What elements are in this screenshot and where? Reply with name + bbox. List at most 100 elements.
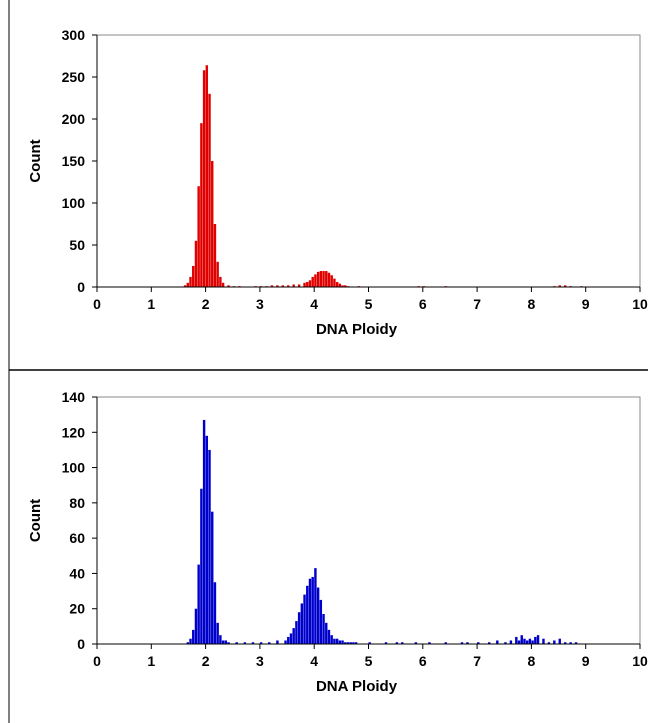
top-histogram-bar bbox=[327, 272, 331, 287]
bottom-histogram-bar bbox=[251, 642, 255, 644]
top-histogram-bar bbox=[281, 285, 285, 287]
top-x-tick-label: 4 bbox=[310, 296, 318, 312]
bottom-histogram-bar bbox=[295, 621, 298, 644]
bottom-histogram-bar bbox=[395, 642, 399, 644]
top-histogram-bar bbox=[219, 276, 222, 287]
bottom-histogram-bar bbox=[414, 642, 418, 644]
bottom-histogram-bar bbox=[325, 622, 328, 644]
top-histogram-bar bbox=[213, 224, 217, 287]
bottom-histogram-bar bbox=[330, 635, 333, 644]
bottom-histogram-bar bbox=[349, 642, 352, 644]
top-y-tick-label: 100 bbox=[62, 195, 86, 211]
top-histogram-bar bbox=[297, 284, 301, 287]
top-histogram-bar bbox=[319, 271, 323, 287]
top-histogram-bar bbox=[303, 282, 306, 287]
bottom-x-tick-label: 1 bbox=[147, 653, 155, 669]
top-histogram-bar bbox=[314, 274, 317, 287]
top-x-tick-label: 5 bbox=[365, 296, 373, 312]
top-histogram-bar bbox=[316, 271, 320, 287]
bottom-histogram-bar bbox=[327, 629, 331, 644]
bottom-x-tick-label: 4 bbox=[310, 653, 318, 669]
top-x-tick-label: 6 bbox=[419, 296, 427, 312]
top-histogram-bar bbox=[186, 282, 190, 287]
top-x-tick-label: 10 bbox=[632, 296, 648, 312]
bottom-histogram-bar bbox=[284, 640, 287, 644]
bottom-histogram-bar bbox=[563, 642, 567, 644]
top-y-tick-label: 200 bbox=[62, 111, 86, 127]
bottom-histogram-bar bbox=[352, 642, 355, 644]
bottom-histogram-bar bbox=[428, 642, 431, 644]
top-y-tick-label: 250 bbox=[62, 69, 86, 85]
bottom-histogram-bar bbox=[574, 642, 578, 644]
bottom-histogram-bar bbox=[536, 635, 540, 644]
bottom-histogram-bar bbox=[344, 642, 347, 644]
bottom-histogram-bar bbox=[316, 587, 320, 644]
bottom-histogram-bar bbox=[224, 640, 228, 644]
bottom-histogram-bar bbox=[517, 640, 521, 644]
bottom-x-tick-label: 0 bbox=[93, 653, 101, 669]
top-y-tick-label: 0 bbox=[77, 279, 85, 295]
top-histogram-bar bbox=[194, 240, 198, 287]
bottom-histogram-bar bbox=[401, 642, 404, 644]
top-x-tick-label: 2 bbox=[202, 296, 210, 312]
bottom-y-tick-label: 120 bbox=[62, 424, 86, 440]
top-histogram-bar bbox=[325, 271, 328, 287]
top-histogram-bar bbox=[341, 285, 344, 287]
bottom-histogram-bar bbox=[216, 622, 219, 644]
bottom-histogram-bar bbox=[496, 640, 499, 644]
bottom-histogram-bar bbox=[341, 640, 344, 644]
top-histogram-bar bbox=[322, 271, 325, 287]
bottom-y-tick-label: 40 bbox=[69, 565, 85, 581]
bottom-histogram-bar bbox=[322, 614, 325, 644]
bottom-histogram-bar bbox=[200, 488, 203, 644]
top-histogram-bar bbox=[311, 276, 314, 287]
bottom-histogram-bar bbox=[534, 636, 537, 644]
bottom-x-tick-label: 6 bbox=[419, 653, 427, 669]
top-histogram-bar bbox=[335, 281, 339, 287]
top-histogram-bar bbox=[292, 284, 295, 287]
bottom-x-axis-title: DNA Ploidy bbox=[316, 678, 398, 695]
bottom-x-tick-label: 2 bbox=[202, 653, 210, 669]
top-histogram-bar bbox=[330, 275, 333, 287]
bottom-histogram-bar bbox=[311, 576, 314, 644]
bottom-y-tick-label: 60 bbox=[69, 530, 85, 546]
bottom-histogram-bar bbox=[287, 636, 290, 644]
top-histogram-bar bbox=[200, 123, 203, 287]
top-y-axis-title: Count bbox=[27, 139, 44, 182]
top-histogram-bar bbox=[563, 285, 567, 287]
bottom-histogram-bar bbox=[268, 642, 271, 644]
bottom-histogram-bar bbox=[444, 642, 447, 644]
bottom-histogram-bar bbox=[504, 642, 507, 644]
top-histogram-bar bbox=[205, 65, 209, 288]
bottom-histogram-bar bbox=[523, 638, 526, 644]
top-x-axis-title: DNA Ploidy bbox=[316, 321, 398, 338]
bottom-histogram-bar bbox=[515, 636, 518, 644]
bottom-histogram-bar bbox=[384, 642, 388, 644]
bottom-x-tick-label: 10 bbox=[632, 653, 648, 669]
bottom-histogram-bar bbox=[528, 638, 532, 644]
top-histogram-bar bbox=[308, 280, 312, 287]
bottom-histogram-bar bbox=[368, 642, 371, 644]
bottom-histogram-bar bbox=[531, 640, 534, 644]
top-histogram-bar bbox=[227, 285, 230, 287]
bottom-y-axis-title: Count bbox=[27, 499, 44, 542]
bottom-histogram-bar bbox=[297, 612, 301, 644]
bottom-histogram-bar bbox=[303, 594, 306, 644]
bottom-histogram-bar bbox=[202, 419, 206, 644]
bottom-histogram-bar bbox=[197, 564, 200, 644]
bottom-histogram-bar bbox=[227, 642, 230, 644]
top-y-tick-label: 150 bbox=[62, 153, 86, 169]
bottom-histogram-bar bbox=[235, 642, 238, 644]
top-histogram-bar bbox=[216, 261, 219, 287]
bottom-histogram-bar bbox=[205, 435, 209, 644]
bottom-histogram-bar bbox=[314, 568, 317, 644]
top-x-tick-label: 1 bbox=[147, 296, 155, 312]
bottom-histogram-bar bbox=[208, 449, 211, 644]
bottom-histogram-bar bbox=[558, 638, 561, 644]
bottom-histogram-bar bbox=[335, 638, 339, 644]
top-histogram-bar bbox=[306, 281, 309, 287]
top-x-tick-label: 3 bbox=[256, 296, 264, 312]
bottom-y-tick-label: 100 bbox=[62, 460, 86, 476]
